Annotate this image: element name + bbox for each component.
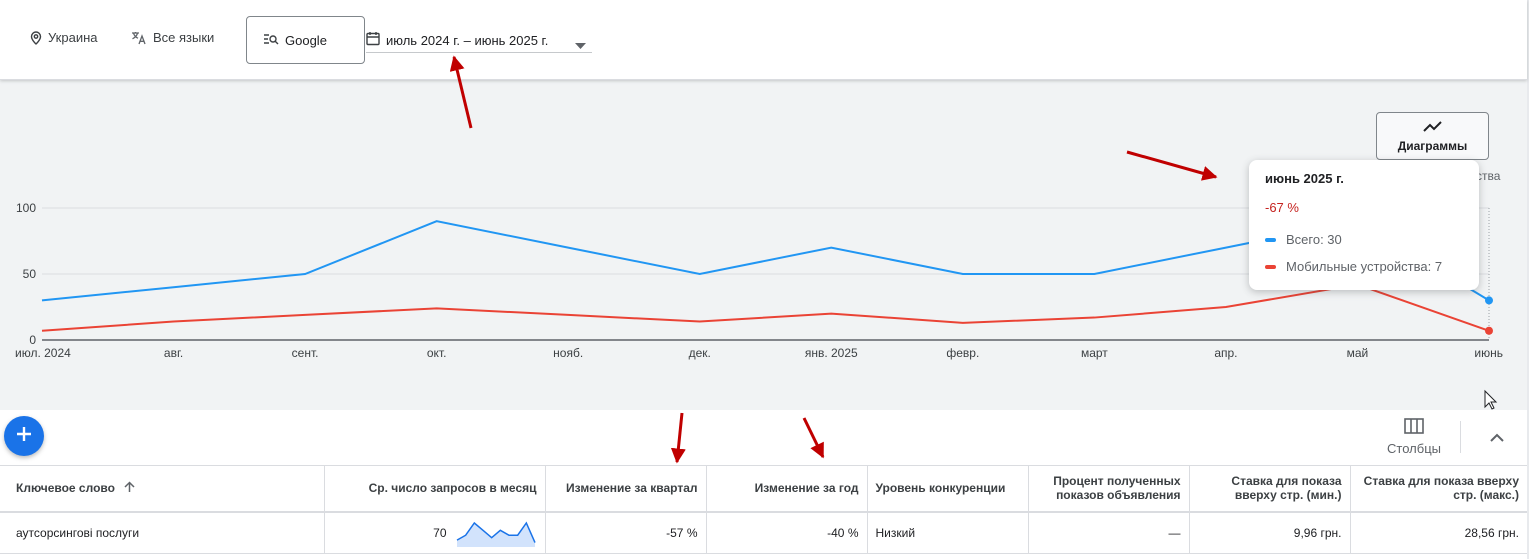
- translate-icon: [131, 31, 147, 45]
- location-label: Украина: [48, 30, 98, 45]
- sparkline-area: [456, 522, 535, 547]
- cell-competition: Низкий: [867, 511, 1029, 554]
- series-line-mobile: [41, 283, 1490, 332]
- column-header-impression-share[interactable]: Процент полученных показов объявления: [1028, 465, 1190, 512]
- column-header-label: Ср. число запросов в месяц: [368, 481, 537, 496]
- keyword-table: Ключевое слово Ср. число запросов в меся…: [0, 465, 1527, 554]
- cell-bid-low: 9,96 грн.: [1189, 511, 1351, 554]
- charts-button-label: Диаграммы: [1397, 138, 1468, 153]
- x-tick-label: окт.: [427, 346, 447, 360]
- column-header-label: Ставка для показа вверху стр. (макс.): [1363, 474, 1519, 503]
- chevron-up-icon: [1490, 429, 1504, 447]
- dropdown-caret-icon: [575, 37, 586, 52]
- annotation-arrow: [802, 417, 825, 459]
- toolbar-divider: [1460, 421, 1461, 453]
- tooltip-row-label: Всего: 30: [1286, 232, 1342, 247]
- tooltip-row-mobile: Мобильные устройства: 7: [1265, 259, 1463, 274]
- avg-searches-value: 70: [433, 525, 447, 540]
- search-network-filter[interactable]: Google: [246, 16, 365, 64]
- legend-swatch-total: [1265, 237, 1276, 242]
- x-tick-label: апр.: [1214, 346, 1237, 360]
- tooltip-row-label: Мобильные устройства: 7: [1286, 259, 1443, 274]
- tooltip-change: -67 %: [1265, 200, 1299, 215]
- sparkline-line: [456, 521, 536, 543]
- cell-bid-high: 28,56 грн.: [1464, 525, 1519, 540]
- column-header-bid-low[interactable]: Ставка для показа вверху стр. (мин.): [1189, 465, 1351, 512]
- cell-qoq-change: -57 %: [545, 511, 707, 554]
- column-header-label: Уровень конкуренции: [875, 481, 1006, 496]
- column-header-label: Процент полученных показов объявления: [1053, 474, 1181, 503]
- tooltip-title: июнь 2025 г.: [1265, 171, 1344, 186]
- cell-impression-share: —: [1028, 511, 1190, 554]
- trend-sparkline: [456, 521, 536, 547]
- language-label: Все языки: [153, 30, 215, 45]
- page-scrollbar[interactable]: [1527, 0, 1529, 559]
- x-tick-label: авг.: [164, 346, 183, 360]
- column-header-label: Ключевое слово: [16, 480, 115, 495]
- trending-line-icon: [1422, 120, 1443, 135]
- columns-icon: [1404, 418, 1424, 437]
- filter-bar: Украина Все языки Google июль 2024 г. – …: [0, 0, 1527, 80]
- language-filter[interactable]: Все языки: [131, 30, 214, 45]
- column-header-qoq-change[interactable]: Изменение за квартал: [545, 465, 707, 512]
- column-header-label: Изменение за квартал: [566, 481, 698, 496]
- sort-arrow-up-icon: [124, 481, 135, 496]
- charts-button[interactable]: Диаграммы: [1376, 112, 1489, 160]
- highlight-point: [1485, 326, 1493, 335]
- calendar-icon: [366, 31, 380, 49]
- table-header-row: Ключевое слово Ср. число запросов в меся…: [0, 465, 1527, 512]
- x-tick-label: май: [1347, 346, 1369, 360]
- network-label: Google: [285, 32, 327, 48]
- location-pin-icon: [30, 30, 42, 45]
- legend-swatch-mobile: [1265, 264, 1276, 269]
- columns-button[interactable]: Столбцы: [1380, 418, 1448, 460]
- date-range-label: июль 2024 г. – июнь 2025 г.: [386, 32, 549, 48]
- trend-line-chart[interactable]: 0 50 100 июл. 2024 авг. сент. окт. нояб. дек. янв…: [0, 80, 1527, 410]
- plus-icon: [15, 425, 33, 448]
- x-tick-label: июнь: [1474, 346, 1503, 360]
- mouse-cursor-icon: [1484, 389, 1498, 410]
- x-tick-label: февр.: [946, 346, 979, 360]
- add-keyword-button[interactable]: [4, 416, 44, 456]
- highlight-point: [1485, 296, 1493, 305]
- date-range-field[interactable]: июль 2024 г. – июнь 2025 г.: [366, 28, 592, 53]
- y-tick-label: 50: [23, 267, 37, 281]
- x-tick-label: сент.: [292, 346, 319, 360]
- table-row[interactable]: аутсорсингові послуги 70 -57 % -40 % Низ…: [0, 511, 1527, 554]
- collapse-chart-button[interactable]: [1484, 425, 1510, 451]
- x-tick-label: дек.: [689, 346, 711, 360]
- column-header-avg-searches[interactable]: Ср. число запросов в месяц: [324, 465, 546, 512]
- x-tick-label: июл. 2024: [15, 346, 71, 360]
- search-network-icon: [263, 33, 279, 48]
- location-filter[interactable]: Украина: [30, 30, 98, 45]
- cell-keyword: аутсорсингові послуги: [0, 511, 325, 554]
- trend-chart-panel: 0 50 100 июл. 2024 авг. сент. окт. нояб. дек. янв…: [0, 80, 1527, 410]
- x-tick-label: нояб.: [553, 346, 583, 360]
- y-tick-label: 100: [16, 201, 36, 215]
- y-tick-label: 0: [29, 333, 36, 347]
- column-header-label: Ставка для показа вверху стр. (мин.): [1231, 474, 1342, 503]
- tooltip-row-total: Всего: 30: [1265, 232, 1463, 247]
- column-header-yoy-change[interactable]: Изменение за год: [706, 465, 868, 512]
- column-header-competition[interactable]: Уровень конкуренции: [867, 465, 1029, 512]
- cell-yoy-change: -40 %: [706, 511, 868, 554]
- column-header-keyword[interactable]: Ключевое слово: [0, 465, 325, 512]
- x-tick-label: янв. 2025: [805, 346, 858, 360]
- cell-avg-searches: 70: [324, 511, 546, 554]
- series-line-total: [41, 220, 1490, 302]
- chart-tooltip: июнь 2025 г. -67 % Всего: 30 Мобильные у…: [1249, 160, 1479, 290]
- column-header-bid-high[interactable]: Ставка для показа вверху стр. (макс.): [1350, 466, 1527, 512]
- x-tick-label: март: [1081, 346, 1108, 360]
- annotation-arrow: [670, 412, 686, 464]
- columns-label: Столбцы: [1387, 441, 1441, 456]
- legend-partial-label: ства: [1476, 169, 1501, 183]
- column-header-label: Изменение за год: [754, 481, 859, 496]
